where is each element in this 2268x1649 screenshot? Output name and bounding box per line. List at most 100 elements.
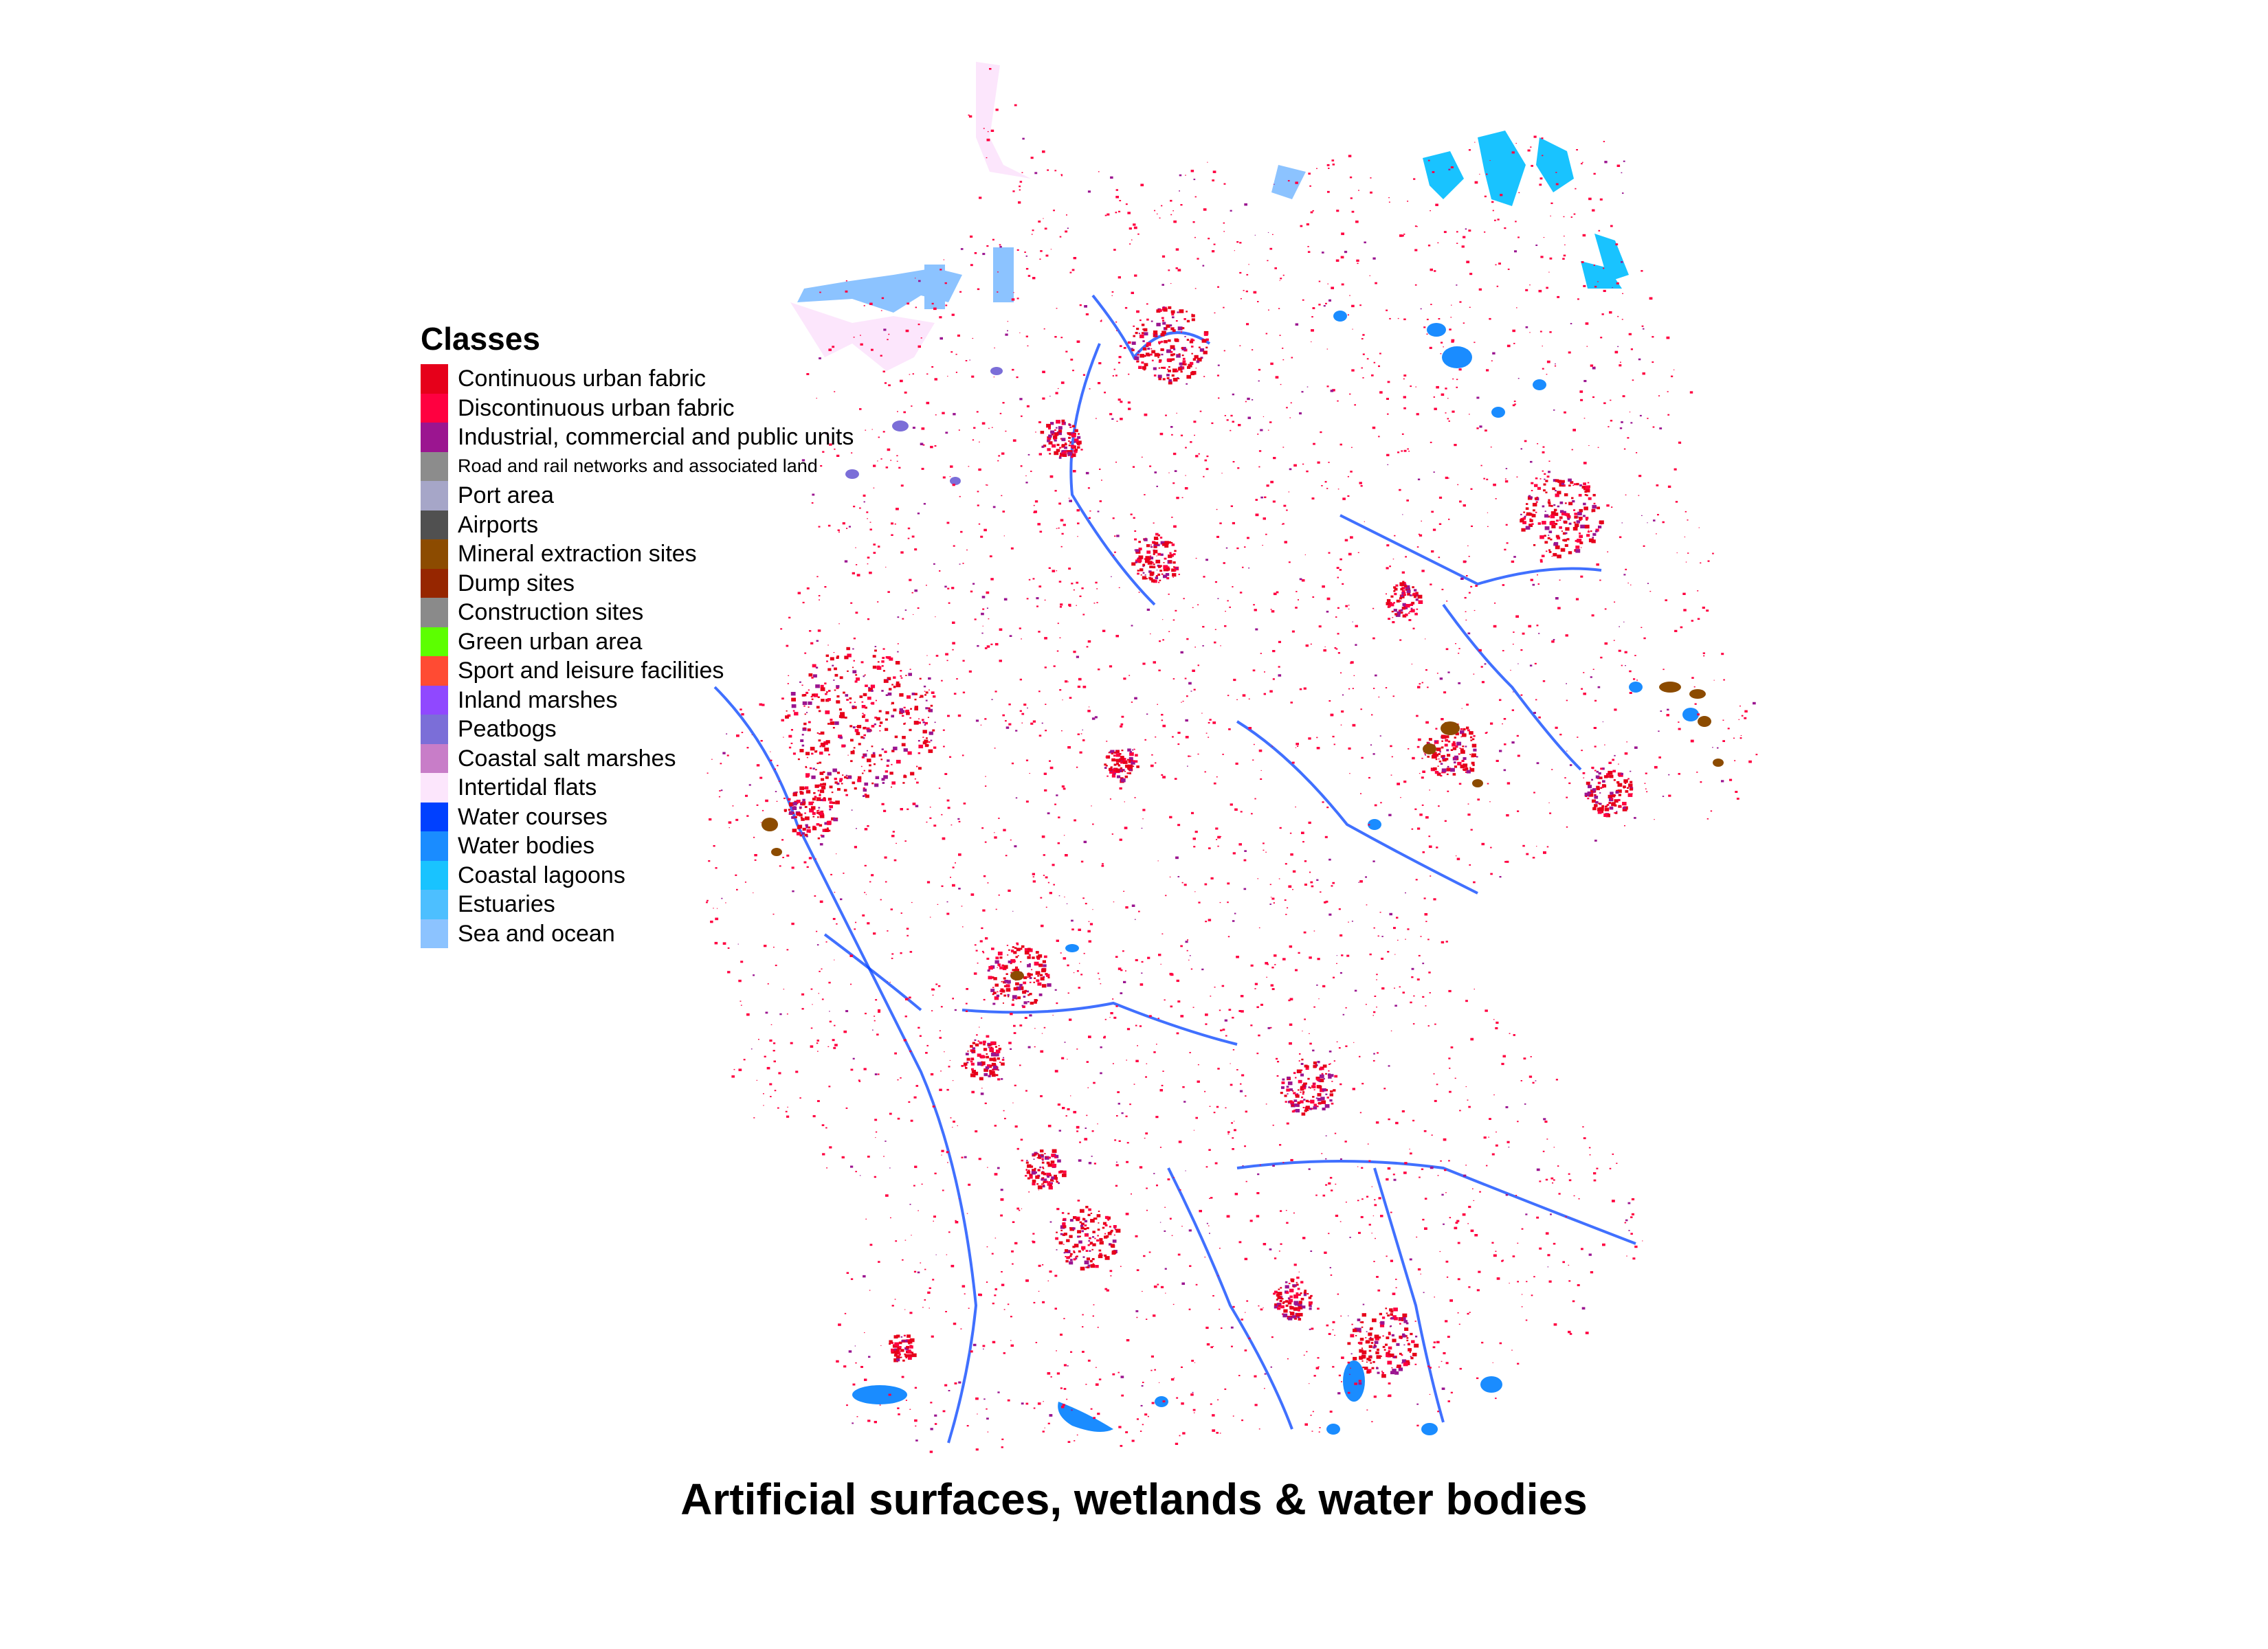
urban-patch [1281,524,1283,525]
urban-patch [1110,176,1113,179]
urban-patch [1278,674,1282,677]
urban-patch [1468,556,1470,557]
urban-patch [917,607,920,609]
city-patch [929,731,933,735]
urban-patch [1430,304,1432,305]
urban-patch [957,1125,958,1126]
urban-patch [1383,1088,1386,1090]
urban-patch [1619,427,1623,429]
urban-patch [829,1146,832,1149]
urban-patch [873,487,875,489]
urban-patch [1165,1292,1166,1294]
urban-patch [1445,388,1447,390]
urban-patch [966,1425,969,1427]
city-patch [1189,361,1194,366]
urban-patch [1047,1422,1050,1424]
urban-patch [1269,884,1271,886]
city-patch [841,744,845,748]
urban-patch [1517,1281,1519,1283]
urban-patch [722,942,726,945]
urban-patch [1216,374,1219,377]
urban-patch [1065,854,1068,857]
urban-patch [1126,1339,1130,1342]
urban-patch [1660,710,1663,712]
urban-patch [1054,1275,1058,1277]
urban-patch [1593,172,1596,175]
urban-patch [1205,1326,1209,1330]
urban-patch [1525,289,1528,291]
urban-patch [1073,1110,1077,1114]
urban-patch [1484,195,1487,198]
city-patch [1545,480,1548,482]
city-patch [889,772,893,775]
city-patch [818,739,821,742]
city-patch [1186,374,1192,379]
city-patch [1166,377,1170,379]
urban-patch [887,448,891,451]
city-patch [925,707,929,710]
city-patch [1579,535,1583,538]
urban-patch [1361,338,1364,340]
city-patch [1003,965,1008,969]
urban-patch [1065,1115,1067,1117]
city-patch [990,1053,996,1057]
urban-patch [1304,884,1307,886]
urban-patch [1599,198,1603,201]
city-patch [821,699,825,702]
urban-patch [873,932,876,935]
urban-patch [1381,936,1383,937]
city-patch [1142,366,1146,370]
urban-patch [822,451,825,453]
city-patch [1139,354,1144,358]
urban-patch [960,248,964,250]
urban-patch [1124,306,1128,309]
urban-patch [1328,1182,1331,1185]
urban-patch [968,466,970,467]
city-patch [818,784,821,787]
city-patch [1520,513,1522,515]
city-patch [1186,339,1190,341]
urban-patch [866,511,869,513]
urban-patch [1597,447,1599,448]
urban-patch [926,1044,929,1046]
urban-patch [1114,551,1116,553]
urban-patch [929,817,932,819]
urban-patch [1153,661,1156,664]
urban-patch [1060,174,1063,176]
urban-patch [900,484,904,487]
urban-patch [883,809,887,812]
urban-patch [986,245,989,247]
urban-patch [1057,388,1059,390]
urban-patch [1357,1200,1359,1202]
urban-patch [1214,641,1216,644]
urban-patch [1206,1222,1208,1224]
urban-patch [1334,647,1337,649]
city-patch [864,674,866,676]
urban-patch [1410,385,1412,388]
urban-patch [1115,189,1118,191]
urban-patch [1142,818,1144,820]
urban-patch [1447,418,1449,420]
urban-patch [920,1262,922,1264]
north-sea-strip [993,247,1014,302]
urban-patch [1140,1404,1143,1406]
urban-patch [1422,963,1425,965]
urban-patch [1568,1173,1570,1175]
urban-patch [1347,314,1349,316]
urban-patch [1411,967,1414,970]
urban-patch [1318,1366,1320,1368]
urban-patch [988,618,990,620]
urban-patch [787,683,789,684]
urban-patch [825,941,827,943]
urban-patch [1457,1278,1460,1281]
urban-patch [1164,999,1166,1001]
urban-patch [1147,956,1150,959]
urban-patch [1425,1005,1427,1007]
urban-patch [907,808,909,810]
water-features [713,294,1699,1444]
urban-patch [1204,771,1206,773]
urban-patch [1216,535,1219,538]
urban-patch [1557,1165,1559,1167]
urban-patch [1418,954,1421,956]
urban-patch [728,821,732,824]
